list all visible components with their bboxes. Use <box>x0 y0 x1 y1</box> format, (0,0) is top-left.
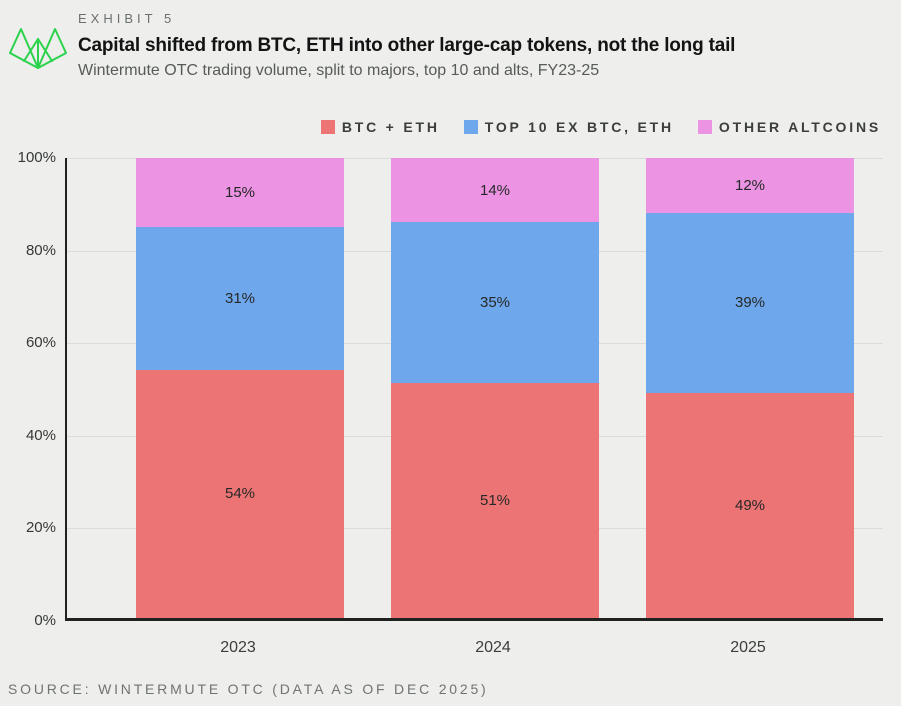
page-subtitle: Wintermute OTC trading volume, split to … <box>78 62 600 79</box>
bar-segment-value: 12% <box>734 177 766 195</box>
legend-label: OTHER ALTCOINS <box>718 119 881 135</box>
legend-swatch-icon <box>320 120 335 134</box>
x-axis-tick-label: 2024 <box>475 639 511 656</box>
legend-swatch-icon <box>697 120 712 134</box>
legend-item: BTC + ETH <box>320 119 440 135</box>
wintermute-logo-icon <box>9 28 67 69</box>
stacked-bar-2024: 51% 35% 14% <box>391 158 599 618</box>
stacked-bar-2023: 54% 31% 15% <box>136 158 344 618</box>
x-axis-tick-label: 2023 <box>220 639 256 656</box>
bar-segment-value: 49% <box>734 496 766 514</box>
bar-segment-value: 31% <box>224 289 256 307</box>
chart-plot-area: 54% 31% 15% 51% 35% 14% 49% 39% 12% <box>65 158 883 621</box>
legend-item: TOP 10 EX BTC, ETH <box>463 119 674 135</box>
bar-segment: 31% <box>136 227 344 370</box>
bar-segment: 49% <box>646 392 854 618</box>
bar-segment-value: 51% <box>479 492 511 510</box>
legend-label: TOP 10 EX BTC, ETH <box>484 119 674 135</box>
bar-segment: 12% <box>646 158 854 214</box>
bar-segment-value: 14% <box>479 181 511 199</box>
y-axis-tick-label: 80% <box>25 241 56 259</box>
bar-segment-value: 54% <box>224 485 256 503</box>
page-title: Capital shifted from BTC, ETH into other… <box>78 35 736 56</box>
bar-segment-value: 15% <box>224 184 256 202</box>
y-axis-tick-label: 20% <box>25 519 56 537</box>
source-line: SOURCE: WINTERMUTE OTC (DATA AS OF DEC 2… <box>8 681 489 697</box>
header: EXHIBIT 5 Capital shifted from BTC, ETH … <box>78 11 735 80</box>
legend-item: OTHER ALTCOINS <box>697 119 881 135</box>
y-axis-tick-label: 0% <box>34 612 56 629</box>
legend-swatch-icon <box>463 120 478 134</box>
bar-segment: 15% <box>136 158 344 228</box>
x-axis-tick-label: 2025 <box>730 639 766 656</box>
bar-segment: 35% <box>391 222 599 384</box>
stacked-bar-2025: 49% 39% 12% <box>646 158 854 618</box>
legend-label: BTC + ETH <box>341 119 440 135</box>
bar-segment: 54% <box>136 369 344 618</box>
bar-segment-value: 39% <box>734 294 766 312</box>
bar-segment: 39% <box>646 213 854 393</box>
y-axis-tick-label: 60% <box>25 334 56 352</box>
bar-segment: 14% <box>391 158 599 223</box>
y-axis-tick-label: 100% <box>17 149 56 166</box>
bar-segment-value: 35% <box>479 294 511 312</box>
y-axis-tick-label: 40% <box>25 426 56 444</box>
exhibit-label: EXHIBIT 5 <box>78 11 176 26</box>
bar-segment: 51% <box>391 383 599 618</box>
chart-legend: BTC + ETH TOP 10 EX BTC, ETH OTHER ALTCOIN… <box>320 114 881 140</box>
